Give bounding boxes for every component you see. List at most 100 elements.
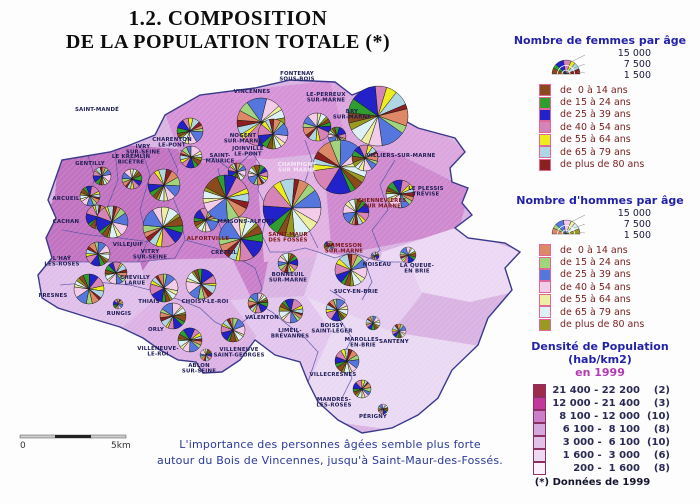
legend-densite-title: Densité de Population (hab/km2)	[531, 340, 669, 366]
commune-pie	[79, 185, 101, 207]
densite-class-swatch	[533, 449, 546, 462]
commune-pie	[325, 298, 349, 322]
femmes-class-row: de 15 à 24 ans	[539, 96, 697, 109]
commune-pie	[95, 205, 129, 239]
map-caption: L'importance des personnes âgées semble …	[150, 437, 510, 469]
densite-class-swatch	[533, 397, 546, 410]
densite-class-count: (8)	[653, 424, 670, 435]
hommes-class-row: de 15 à 24 ans	[539, 256, 697, 269]
densite-class-count: (10)	[646, 437, 670, 448]
commune-pie	[334, 253, 368, 287]
femmes-class-swatch	[539, 108, 551, 121]
hommes-class-swatch	[539, 293, 551, 306]
densite-class-row: 21 400 - 22 200 (2)	[533, 384, 697, 397]
femmes-class-label: de plus de 80 ans	[560, 159, 645, 171]
legend-densite-subtitle: en 1999	[575, 366, 625, 379]
commune-pie	[202, 174, 250, 222]
hommes-class-label: de plus de 80 ans	[560, 319, 645, 331]
commune-label: ALFORTVILLE	[187, 236, 230, 242]
commune-label: BRY SUR-MARNE	[333, 109, 371, 121]
commune-pie	[385, 179, 415, 209]
commune-pie	[351, 144, 379, 172]
commune-label: SANTENY	[379, 339, 409, 345]
densite-class-range: 200 - 1 600	[573, 463, 640, 474]
map-caption-line2: autour du Bois de Vincennes, jusqu'à Sai…	[157, 454, 503, 467]
commune-label: LE PLESSIS TRÉVISE	[408, 186, 443, 198]
commune-label: CHEVILLY LARUE	[120, 275, 150, 287]
scale-bar-start-label: 0	[20, 441, 26, 451]
commune-pie	[177, 327, 203, 353]
commune-pie	[347, 85, 409, 147]
commune-label: LE-PERREUX SUR-MARNE	[306, 92, 346, 104]
commune-label: NOGENT SUR-MARNE	[224, 133, 262, 145]
size-value: 1 500	[623, 230, 651, 241]
commune-label: IVRY SUR-SEINE	[126, 144, 160, 156]
femmes-class-label: de 40 à 54 ans	[560, 121, 631, 133]
commune-pie	[312, 139, 368, 195]
commune-labels: SAINT-MANDÉ VINCENNES FONTENAY SOUS-BOIS LE-…	[39, 71, 444, 420]
commune-label: BONNEUIL SUR-MARNE	[269, 272, 307, 284]
femmes-class-label: de 0 à 14 ans	[560, 84, 628, 96]
age-sex-pie-charts	[73, 85, 417, 415]
commune-pie	[112, 298, 124, 310]
commune-pie	[149, 273, 179, 303]
densite-class-count: (6)	[653, 450, 670, 461]
densite-class-range: 1 600 - 3 000	[562, 450, 640, 461]
femmes-class-label: de 15 à 24 ans	[560, 97, 631, 109]
commune-label: SAINT-MAUR DES FOSSÉS	[268, 232, 308, 244]
commune-label: MANDRES-LES-ROSES	[316, 397, 351, 409]
commune-pie	[121, 168, 143, 190]
commune-label: FRESNES	[39, 293, 68, 299]
commune-label: SAINT-MANDÉ	[75, 105, 119, 113]
legend-femmes-classes: de 0 à 14 ans de 15 à 24 ans de 25 à 39 an…	[539, 84, 697, 171]
commune-label: MAISONS-ALFORT	[218, 219, 275, 225]
commune-pie	[257, 118, 289, 150]
commune-pie	[199, 348, 213, 362]
commune-label: L'HAŸ LES-ROSES	[44, 255, 79, 268]
hommes-class-swatch	[539, 268, 551, 281]
commune-pie	[185, 268, 217, 300]
densite-class-swatch	[533, 436, 546, 449]
densite-class-count: (3)	[653, 398, 670, 409]
hommes-class-label: de 15 à 24 ans	[560, 257, 631, 269]
hommes-class-row: de 0 à 14 ans	[539, 244, 697, 257]
commune-label: ORMESSON SUR-MARNE	[325, 243, 363, 255]
densite-class-range: 21 400 - 22 200	[552, 385, 640, 396]
densite-class-swatch	[533, 462, 546, 475]
commune-label: ARCUEIL	[52, 196, 80, 202]
commune-pie	[370, 251, 380, 261]
commune-label: LE KREMLIN BICÊTRE	[112, 154, 151, 166]
femmes-class-label: de 55 à 64 ans	[560, 134, 631, 146]
commune-label: CHENNEVIÈRES SUR MARNE	[358, 196, 407, 210]
commune-pie	[352, 379, 372, 399]
femmes-class-swatch	[539, 158, 551, 171]
size-value: 7 500	[623, 59, 651, 70]
densite-class-row: 6 100 - 8 100 (8)	[533, 423, 697, 436]
commune-pie	[247, 164, 269, 186]
densite-class-range: 12 000 - 21 400	[552, 398, 640, 409]
femmes-class-row: de 55 à 64 ans	[539, 133, 697, 146]
commune-pie	[365, 315, 381, 331]
commune-label: VILLECRESNES	[310, 372, 357, 378]
size-value: 7 500	[623, 219, 651, 230]
densite-class-row: 200 - 1 600 (8)	[533, 462, 697, 475]
commune-pie	[218, 216, 264, 262]
commune-label: RUNGIS	[107, 311, 132, 317]
densite-class-count: (2)	[653, 385, 670, 396]
commune-pie	[176, 117, 204, 145]
commune-pie	[334, 348, 360, 374]
femmes-class-swatch	[539, 146, 551, 159]
legend-femmes: Nombre de femmes par âge 15 000 7 500 1 50…	[503, 34, 697, 171]
hommes-class-row: de plus de 80 ans	[539, 318, 697, 331]
commune-label: FONTENAY SOUS-BOIS	[279, 71, 314, 83]
size-value: 15 000	[617, 208, 651, 219]
commune-label: VILLEJUIF	[113, 242, 144, 248]
femmes-class-row: de 0 à 14 ans	[539, 84, 697, 97]
densite-class-count: (8)	[653, 463, 670, 474]
hommes-class-swatch	[539, 306, 551, 319]
commune-pie	[302, 112, 332, 142]
commune-label: VITRY SUR-SEINE	[133, 249, 167, 261]
commune-pie	[342, 198, 370, 226]
hommes-class-row: de 65 à 79 ans	[539, 306, 697, 319]
